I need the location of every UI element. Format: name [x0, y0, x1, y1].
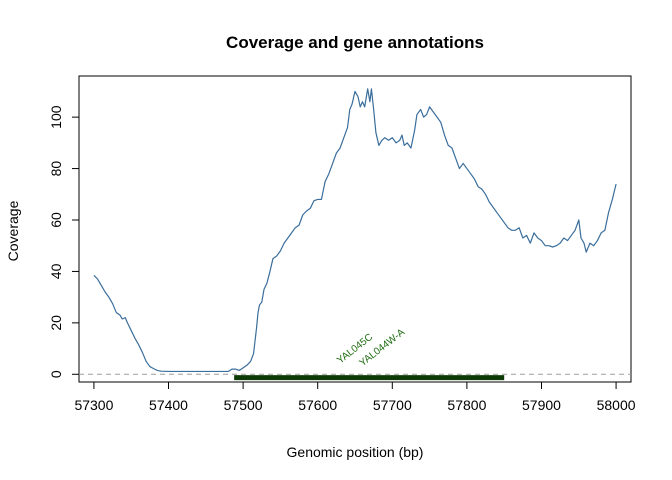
plot-frame — [78, 75, 632, 383]
y-axis-label: Coverage — [5, 200, 21, 261]
x-tick-label: 57900 — [522, 397, 561, 413]
y-tick-label: 60 — [48, 212, 64, 228]
x-tick-label: 57400 — [149, 397, 188, 413]
gene-bar — [234, 375, 505, 381]
x-tick-label: 58000 — [597, 397, 636, 413]
x-tick-label: 57300 — [74, 397, 113, 413]
x-axis: 57300 57400 57500 57600 57700 57800 57900 58000 — [74, 381, 636, 413]
y-axis: 0 20 40 60 80 100 — [48, 105, 80, 378]
y-tick-label: 0 — [48, 370, 64, 378]
series-layer — [93, 88, 617, 373]
x-tick-label: 57600 — [298, 397, 337, 413]
chart-title: Coverage and gene annotations — [226, 33, 484, 52]
y-tick-label: 100 — [48, 105, 64, 129]
x-tick-label: 57800 — [447, 397, 486, 413]
coverage-line — [93, 88, 617, 373]
y-tick-label: 80 — [48, 161, 64, 177]
x-axis-label: Genomic position (bp) — [287, 444, 424, 460]
y-tick-label: 20 — [48, 315, 64, 331]
x-tick-label: 57700 — [373, 397, 412, 413]
y-tick-label: 40 — [48, 263, 64, 279]
x-tick-label: 57500 — [224, 397, 263, 413]
